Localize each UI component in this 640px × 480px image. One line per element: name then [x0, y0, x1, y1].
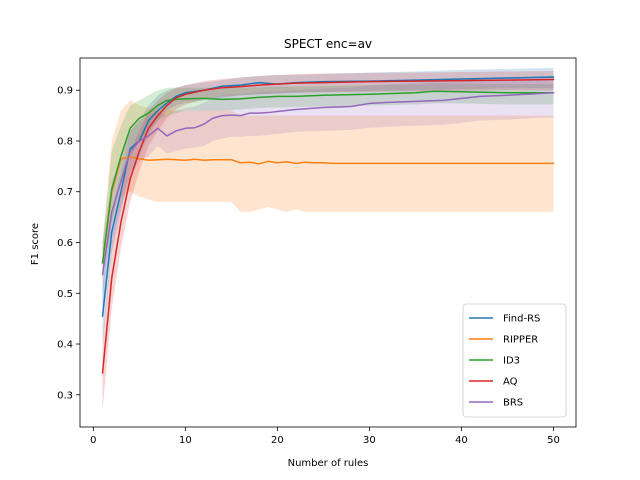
series-band-4 [102, 76, 554, 309]
y-tick-label: 0.5 [57, 289, 73, 300]
chart-title: SPECT enc=av [284, 37, 372, 51]
x-tick-label: 40 [455, 435, 468, 446]
series-line-3 [101, 78, 555, 374]
y-tick-label: 0.9 [57, 86, 73, 97]
x-axis-label: Number of rules [288, 458, 369, 469]
y-tick-label: 0.4 [57, 340, 73, 351]
legend-label: AQ [503, 377, 518, 388]
x-tick-label: 20 [271, 435, 284, 446]
x-tick-label: 10 [179, 435, 192, 446]
y-axis-label: F1 score [30, 223, 41, 265]
x-tick-label: 30 [363, 435, 376, 446]
legend-box [462, 303, 567, 418]
series-line-0 [101, 76, 555, 317]
y-tick-label: 0.7 [57, 187, 73, 198]
legend-label: BRS [503, 398, 523, 409]
y-tick-label: 0.3 [57, 390, 73, 401]
series-line-2 [101, 90, 555, 264]
series-band-2 [102, 83, 554, 294]
legend-label: RIPPER [503, 335, 538, 346]
plot-area [101, 67, 555, 410]
series-band-1 [102, 100, 554, 279]
series-line-4 [101, 91, 555, 276]
legend: Find-RS RIPPER ID3 AQ BRS [462, 303, 567, 418]
y-tick-label: 0.6 [57, 238, 73, 249]
axes: 0 10 20 30 40 50 0.3 0.4 0.5 0.6 0.7 0.8 0.9 [57, 57, 577, 446]
series-line-1 [101, 156, 555, 264]
x-tick-label: 0 [90, 435, 96, 446]
legend-label: Find-RS [503, 314, 540, 325]
legend-label: ID3 [503, 356, 520, 367]
x-tick-label: 50 [547, 435, 560, 446]
y-tick-label: 0.8 [57, 136, 73, 147]
